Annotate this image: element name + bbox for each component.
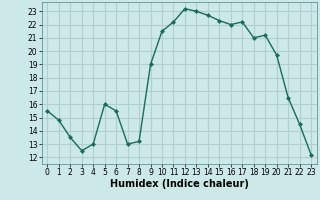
X-axis label: Humidex (Indice chaleur): Humidex (Indice chaleur) — [110, 179, 249, 189]
